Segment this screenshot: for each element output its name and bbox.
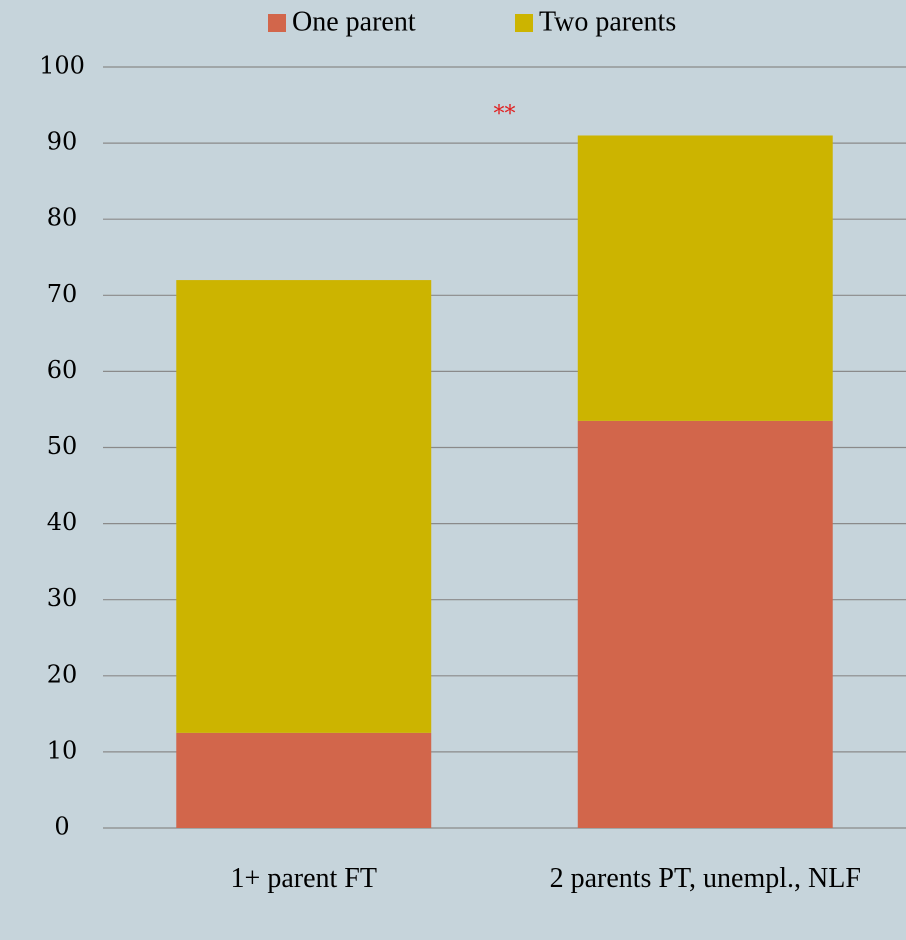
bar-segment (577, 135, 833, 421)
bar-segment (577, 420, 833, 828)
y-tick-label: 90 (47, 128, 78, 156)
x-tick-label: 2 parents PT, unempl., NLF (549, 863, 861, 894)
y-tick-label: 0 (54, 813, 69, 841)
y-tick-label: 60 (47, 356, 78, 384)
y-tick-label: 80 (47, 204, 78, 232)
legend-swatch (268, 14, 286, 32)
annotation: ** (494, 102, 516, 127)
y-tick-label: 20 (47, 660, 78, 688)
bar-segment (176, 732, 432, 828)
legend-swatch (515, 14, 533, 32)
y-tick-label: 30 (47, 584, 78, 612)
y-tick-label: 70 (47, 280, 78, 308)
legend-label: One parent (292, 6, 416, 37)
y-tick-label: 50 (47, 432, 78, 460)
legend-label: Two parents (539, 6, 676, 37)
bar-segment (176, 280, 432, 733)
y-tick-label: 100 (39, 52, 85, 80)
y-tick-label: 40 (47, 508, 78, 536)
x-tick-label: 1+ parent FT (230, 863, 377, 894)
y-tick-label: 10 (47, 736, 78, 764)
